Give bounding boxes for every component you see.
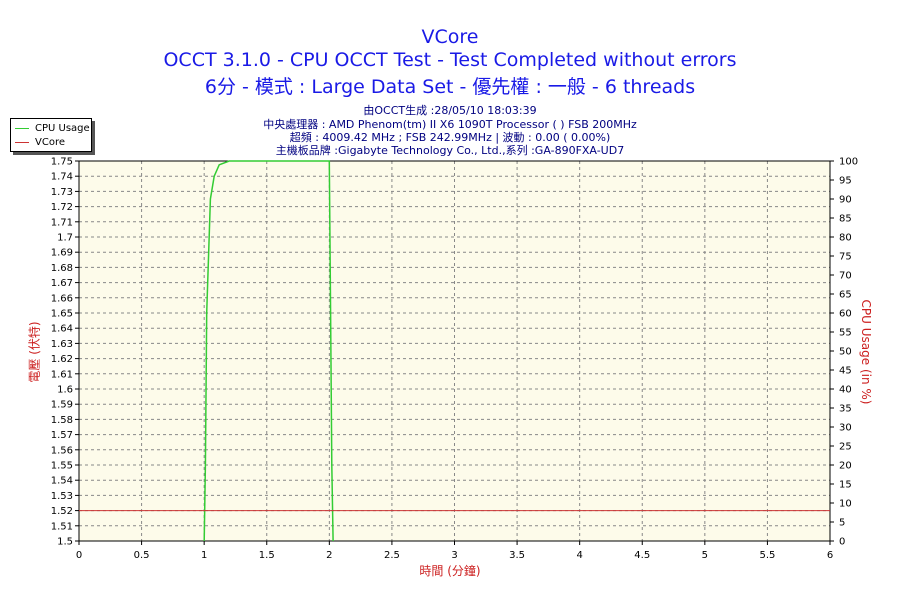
y2-tick-label: 90 bbox=[839, 195, 852, 206]
x-tick-label: 3 bbox=[451, 550, 457, 561]
legend-label-vcore: VCore bbox=[35, 137, 65, 148]
y-axis-right-title: CPU Usage (in %) bbox=[859, 299, 873, 405]
y-tick-label: 1.62 bbox=[51, 354, 73, 365]
x-tick-label: 5 bbox=[702, 550, 708, 561]
y2-tick-label: 50 bbox=[839, 347, 852, 358]
y2-tick-label: 10 bbox=[839, 499, 852, 510]
x-tick-label: 0 bbox=[76, 550, 82, 561]
x-tick-label: 4.5 bbox=[634, 550, 650, 561]
y-tick-label: 1.57 bbox=[51, 430, 73, 441]
x-tick-label: 5.5 bbox=[759, 550, 775, 561]
y2-tick-label: 35 bbox=[839, 404, 852, 415]
y2-tick-label: 80 bbox=[839, 233, 852, 244]
chart-subtitle-test: OCCT 3.1.0 - CPU OCCT Test - Test Comple… bbox=[163, 49, 737, 71]
y-tick-label: 1.71 bbox=[51, 217, 73, 228]
y2-tick-label: 95 bbox=[839, 176, 852, 187]
x-tick-label: 1.5 bbox=[259, 550, 275, 561]
x-tick-label: 3.5 bbox=[509, 550, 525, 561]
y-tick-label: 1.72 bbox=[51, 202, 73, 213]
chart-subtitle-mode: 6分 - 模式 : Large Data Set - 優先權 : 一般 - 6 … bbox=[204, 76, 696, 98]
x-tick-label: 1 bbox=[201, 550, 207, 561]
y2-tick-label: 60 bbox=[839, 309, 852, 320]
y2-tick-label: 75 bbox=[839, 252, 852, 263]
y2-tick-label: 65 bbox=[839, 290, 852, 301]
info-generated: 由OCCT生成 :28/05/10 18:03:39 bbox=[363, 104, 537, 117]
y-tick-label: 1.67 bbox=[51, 278, 73, 289]
plot-area bbox=[79, 161, 830, 541]
y2-tick-label: 20 bbox=[839, 461, 852, 472]
legend-label-cpu-usage: CPU Usage bbox=[35, 123, 90, 134]
x-axis-title: 時間 (分鐘) bbox=[419, 564, 481, 578]
y-tick-label: 1.52 bbox=[51, 506, 73, 517]
y2-tick-label: 15 bbox=[839, 480, 852, 491]
legend-swatch-vcore bbox=[15, 142, 29, 143]
y-tick-label: 1.55 bbox=[51, 461, 73, 472]
chart-title: VCore bbox=[421, 26, 479, 48]
y-tick-label: 1.56 bbox=[51, 445, 73, 456]
y-tick-label: 1.68 bbox=[51, 263, 73, 274]
info-cpu: 中央處理器 : AMD Phenom(tm) II X6 1090T Proce… bbox=[263, 118, 637, 131]
y-tick-label: 1.66 bbox=[51, 293, 73, 304]
y2-tick-label: 70 bbox=[839, 271, 852, 282]
y2-tick-label: 25 bbox=[839, 442, 852, 453]
x-tick-label: 0.5 bbox=[134, 550, 150, 561]
y-tick-label: 1.61 bbox=[51, 369, 73, 380]
chart-legend: CPU Usage VCore bbox=[10, 118, 92, 152]
y-tick-label: 1.65 bbox=[51, 309, 73, 320]
y-tick-label: 1.74 bbox=[51, 172, 73, 183]
y2-tick-label: 100 bbox=[839, 157, 858, 168]
y2-tick-label: 55 bbox=[839, 328, 852, 339]
y-tick-label: 1.63 bbox=[51, 339, 73, 350]
plot-border bbox=[78, 160, 831, 542]
y-tick-label: 1.73 bbox=[51, 187, 73, 198]
y-tick-label: 1.64 bbox=[51, 324, 73, 335]
x-tick-label: 4 bbox=[576, 550, 582, 561]
y2-tick-label: 30 bbox=[839, 423, 852, 434]
y-tick-label: 1.69 bbox=[51, 248, 73, 259]
legend-swatch-cpu-usage bbox=[15, 128, 29, 129]
info-overclock: 超頻 : 4009.42 MHz ; FSB 242.99MHz | 波動 : … bbox=[289, 131, 611, 144]
y2-tick-label: 45 bbox=[839, 366, 852, 377]
info-motherboard: 主機板品牌 :Gigabyte Technology Co., Ltd.,系列 … bbox=[275, 144, 625, 157]
y-tick-label: 1.59 bbox=[51, 400, 73, 411]
series-line-cpu-usage bbox=[203, 160, 334, 542]
x-tick-label: 6 bbox=[827, 550, 833, 561]
x-tick-label: 2 bbox=[326, 550, 332, 561]
y-axis-left-title: 電壓 (伏特) bbox=[27, 321, 42, 383]
y-tick-label: 1.58 bbox=[51, 415, 73, 426]
y2-tick-label: 0 bbox=[839, 537, 845, 548]
y-tick-label: 1.7 bbox=[57, 233, 73, 244]
legend-item-cpu-usage: CPU Usage bbox=[11, 122, 90, 135]
y-tick-label: 1.75 bbox=[51, 157, 73, 168]
x-tick-label: 2.5 bbox=[384, 550, 400, 561]
y2-tick-label: 85 bbox=[839, 214, 852, 225]
legend-item-vcore: VCore bbox=[11, 136, 65, 149]
y-tick-label: 1.5 bbox=[57, 537, 73, 548]
y-tick-label: 1.54 bbox=[51, 476, 73, 487]
y-tick-label: 1.53 bbox=[51, 491, 73, 502]
y2-tick-label: 40 bbox=[839, 385, 852, 396]
y-tick-label: 1.51 bbox=[51, 521, 73, 532]
y-tick-label: 1.6 bbox=[57, 385, 73, 396]
y2-tick-label: 5 bbox=[839, 518, 845, 529]
